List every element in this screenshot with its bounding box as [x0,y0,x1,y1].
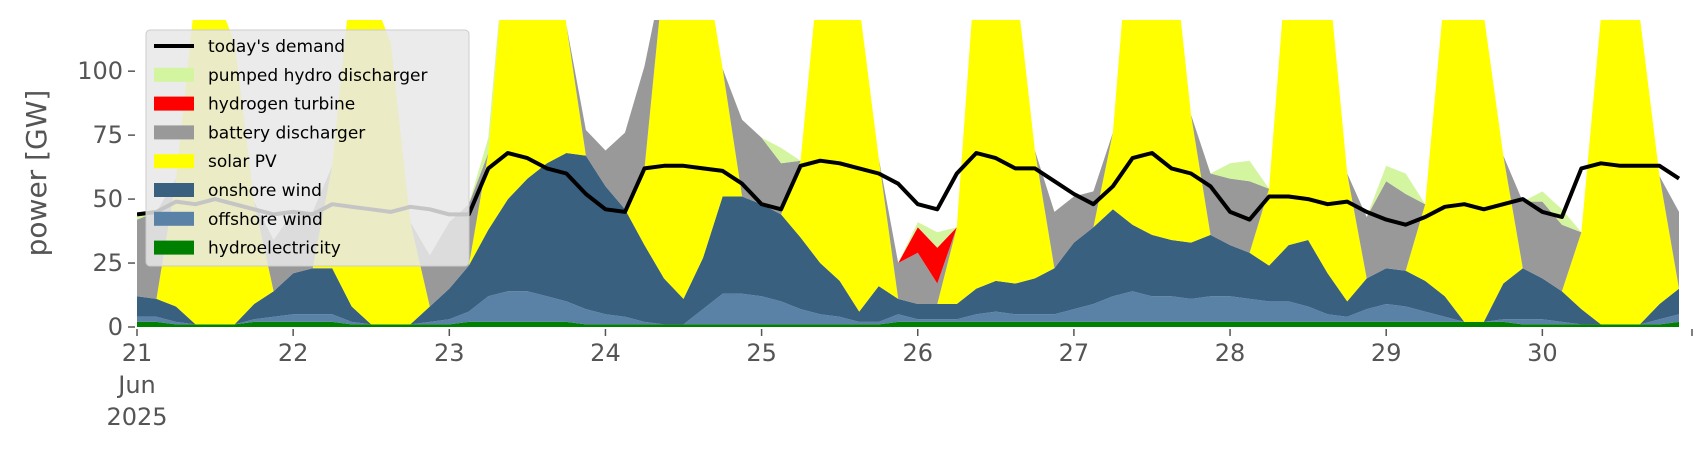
y-tick-label: 50 [92,185,123,213]
area-onshore-wind [137,153,1679,325]
area-solar-pv [137,20,1679,325]
x-tick-label: 25 [746,339,777,367]
area-hydroelectricity [137,321,1679,327]
legend-label-pumped-hydro-discharger: pumped hydro discharger [208,66,427,86]
legend-swatch-hydroelectricity [154,240,194,255]
legend-label-hydroelectricity: hydroelectricity [208,239,341,259]
y-tick-label: 75 [92,121,123,149]
x-tick-sublabel: 2025 [106,403,167,431]
legend-swatch-offshore-wind [154,211,194,226]
legend-label-offshore-wind: offshore wind [208,210,323,230]
legend-label-todays-demand: today's demand [208,37,345,57]
x-tick-label: 28 [1215,339,1246,367]
x-tick-label: 29 [1371,339,1402,367]
legend-label-solar-pv: solar PV [208,152,277,172]
legend-label-battery-discharger: battery discharger [208,123,365,143]
x-tick-label: 21 [122,339,153,367]
axes: 0 25 50 75 100 21 Jun 2025 22 23 24 25 26 27 28 29 30 [77,57,1693,431]
legend-swatch-battery-discharger [154,125,194,140]
legend-frame [145,29,470,267]
x-tick-label: 30 [1527,339,1558,367]
y-axis-title: power [GW] [20,90,53,257]
legend: today's demand pumped hydro discharger hyd… [145,29,470,267]
legend-label-onshore-wind: onshore wind [208,181,322,201]
x-tick-label: 22 [278,339,309,367]
stacked-area-layer [137,20,1679,327]
y-tick-label: 25 [92,249,123,277]
legend-swatch-onshore-wind [154,183,194,197]
x-tick-label: 23 [434,339,465,367]
x-tick-label: 26 [902,339,933,367]
area-offshore-wind [137,291,1679,325]
legend-swatch-hydrogen-turbine [154,96,194,111]
y-tick-label: 100 [77,57,123,85]
x-tick-label: 24 [590,339,621,367]
y-tick-label: 0 [108,313,123,341]
legend-label-hydrogen-turbine: hydrogen turbine [208,95,355,115]
legend-swatch-pumped-hydro-discharger [154,67,194,82]
legend-swatch-solar-pv [154,154,194,169]
x-tick-label: 27 [1059,339,1090,367]
x-tick-sublabel: Jun [116,371,156,399]
